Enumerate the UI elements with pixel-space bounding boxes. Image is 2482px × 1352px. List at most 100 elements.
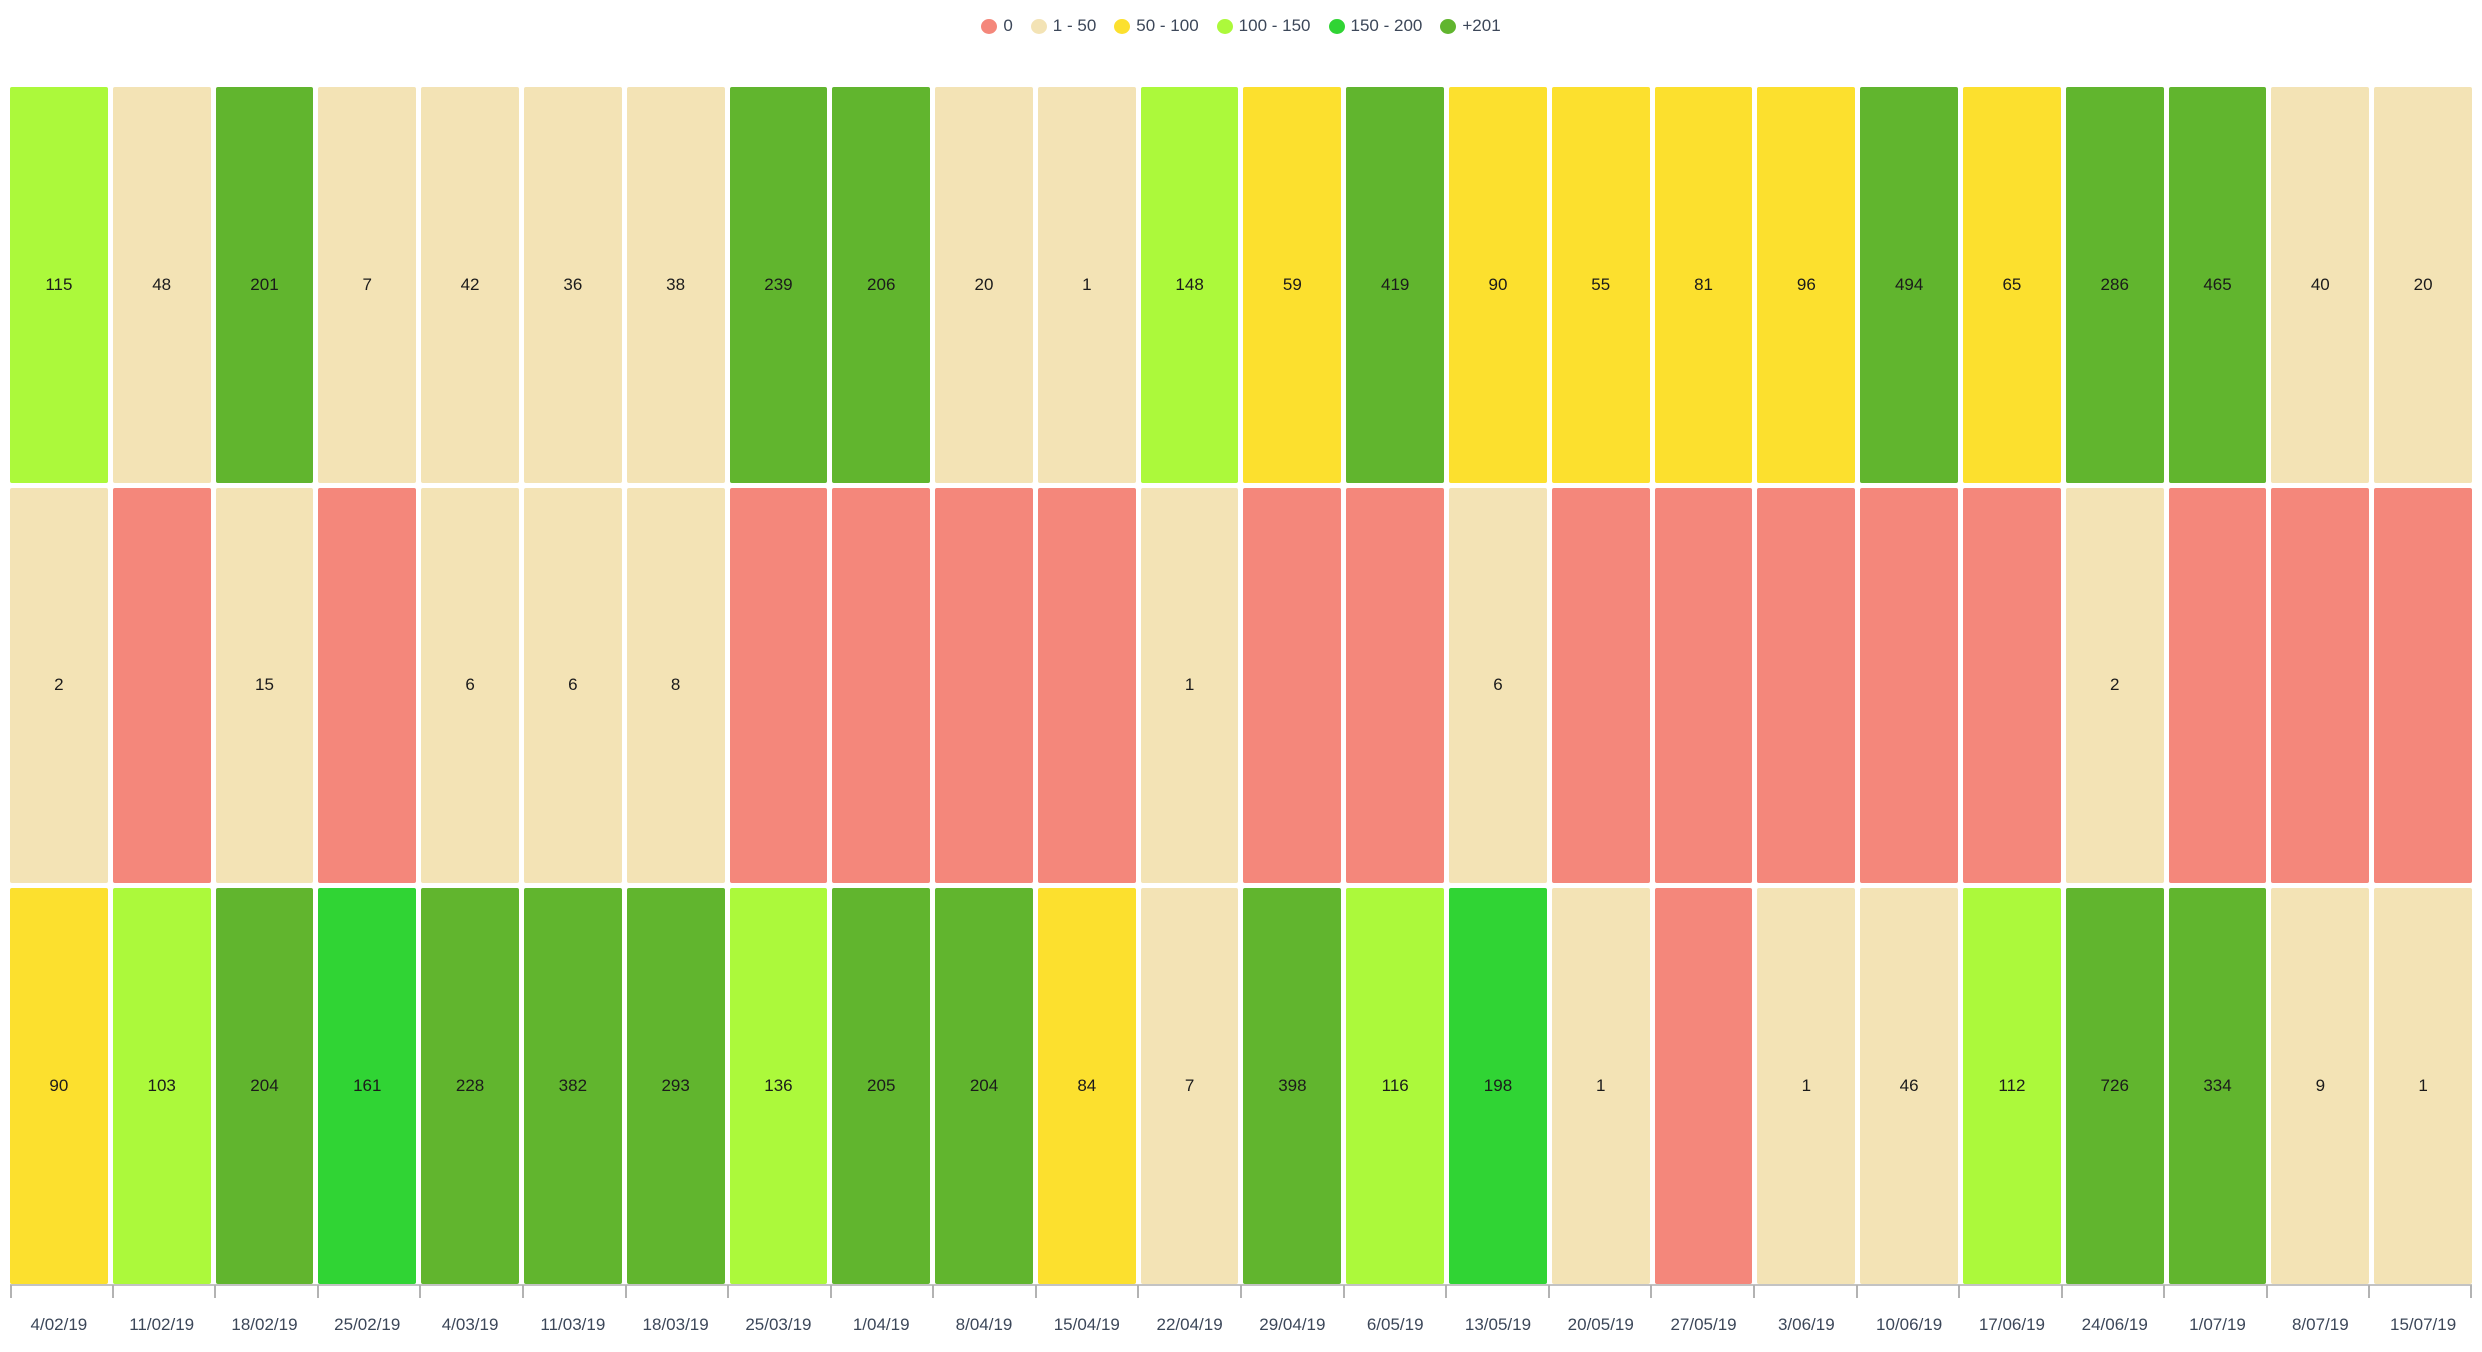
cell-value: 38 <box>666 274 686 294</box>
heatmap-cell[interactable]: 96 <box>1757 87 1856 483</box>
heatmap-cell[interactable]: 48 <box>112 87 211 483</box>
cell-value: 20 <box>2413 274 2433 294</box>
heatmap-cell[interactable]: 7 <box>318 87 417 483</box>
heatmap-cell[interactable]: 206 <box>832 87 931 483</box>
heatmap-cell[interactable]: 20 <box>2374 87 2472 483</box>
cell-value: 465 <box>2203 274 2232 294</box>
heatmap-cell[interactable]: 55 <box>1551 87 1650 483</box>
cell-value: 1 <box>1184 675 1195 695</box>
heatmap-cell[interactable]: 6 <box>523 487 622 884</box>
heatmap-cell[interactable]: 228 <box>421 888 519 1284</box>
heatmap-cell[interactable]: 398 <box>1243 888 1342 1284</box>
cell-value: 1 <box>1082 274 1092 294</box>
heatmap-cell[interactable]: 161 <box>318 888 417 1284</box>
heatmap-cell[interactable] <box>2168 487 2267 884</box>
heatmap-cell[interactable]: 419 <box>1346 87 1445 483</box>
heatmap-cell[interactable]: 382 <box>523 888 622 1284</box>
heatmap-cell[interactable]: 1 <box>2374 888 2472 1284</box>
heatmap-cell[interactable]: 46 <box>1860 888 1959 1284</box>
heatmap-cell[interactable]: 8 <box>626 487 725 884</box>
heatmap-cell[interactable]: 15 <box>215 487 314 884</box>
heatmap-cell[interactable] <box>2374 487 2472 884</box>
heatmap-cell[interactable] <box>832 487 931 884</box>
heatmap-cell[interactable]: 65 <box>1963 87 2061 483</box>
heatmap-cell[interactable]: 7 <box>1140 888 1239 1284</box>
heatmap-cell[interactable]: 38 <box>626 87 725 483</box>
axis-tick <box>10 1285 12 1298</box>
heatmap-cell[interactable]: 115 <box>10 87 108 483</box>
heatmap-cell[interactable]: 112 <box>1963 888 2061 1284</box>
legend-item[interactable]: 0 <box>981 16 1013 36</box>
heatmap-cell[interactable] <box>2271 487 2370 884</box>
cell-value: 204 <box>250 1076 279 1096</box>
heatmap-cell[interactable] <box>1963 487 2061 884</box>
legend-item[interactable]: 150 - 200 <box>1328 16 1423 36</box>
heatmap-cell[interactable]: 42 <box>421 87 519 483</box>
heatmap-cell[interactable]: 84 <box>1037 888 1136 1284</box>
heatmap-cell[interactable]: 116 <box>1346 888 1445 1284</box>
heatmap-cell[interactable]: 239 <box>729 87 828 483</box>
heatmap-cell[interactable]: 103 <box>112 888 211 1284</box>
heatmap-cell[interactable] <box>1346 487 1445 884</box>
cell-value: 81 <box>1694 274 1714 294</box>
heatmap-cell[interactable]: 40 <box>2271 87 2370 483</box>
heatmap-cell[interactable]: 726 <box>2065 888 2164 1284</box>
heatmap-cell[interactable]: 201 <box>215 87 314 483</box>
heatmap-cell[interactable]: 6 <box>1449 487 1547 884</box>
legend-item[interactable]: +201 <box>1440 16 1501 36</box>
axis-tick <box>727 1285 730 1298</box>
cell-value: 6 <box>465 675 475 695</box>
heatmap-cell[interactable]: 2 <box>2065 487 2164 884</box>
heatmap-cell[interactable] <box>1757 487 1856 884</box>
heatmap-cell[interactable]: 204 <box>215 888 314 1284</box>
axis-tick <box>2163 1285 2166 1298</box>
heatmap-cell[interactable]: 59 <box>1243 87 1342 483</box>
heatmap-cell[interactable]: 90 <box>10 888 108 1284</box>
heatmap-cell[interactable]: 286 <box>2065 87 2164 483</box>
x-axis-label: 10/06/19 <box>1876 1315 1943 1334</box>
heatmap-cell[interactable]: 1 <box>1037 87 1136 483</box>
heatmap-cell[interactable]: 205 <box>832 888 931 1284</box>
axis-tick <box>111 1285 114 1298</box>
heatmap-cell[interactable]: 81 <box>1654 87 1753 483</box>
heatmap-cell[interactable]: 1 <box>1757 888 1856 1284</box>
heatmap-cell[interactable]: 465 <box>2168 87 2267 483</box>
cell-value: 201 <box>250 274 279 294</box>
heatmap-cell[interactable]: 148 <box>1140 87 1239 483</box>
heatmap-cell[interactable] <box>1551 487 1650 884</box>
heatmap-cell[interactable]: 90 <box>1449 87 1547 483</box>
heatmap-cell[interactable]: 293 <box>626 888 725 1284</box>
heatmap-cell[interactable] <box>1037 487 1136 884</box>
legend-item-label: 150 - 200 <box>1350 16 1423 35</box>
cell-value: 494 <box>1894 274 1924 294</box>
heatmap-cell[interactable]: 36 <box>523 87 622 483</box>
cell-value: 1 <box>1801 1076 1812 1096</box>
heatmap-cell[interactable] <box>112 487 211 884</box>
heatmap-cell[interactable]: 198 <box>1449 888 1547 1284</box>
heatmap-cell[interactable]: 494 <box>1860 87 1959 483</box>
x-axis <box>10 1284 2472 1299</box>
heatmap-cell[interactable]: 1 <box>1551 888 1650 1284</box>
heatmap-cell[interactable]: 136 <box>729 888 828 1284</box>
legend-item[interactable]: 1 - 50 <box>1030 16 1096 36</box>
cell-value: 15 <box>255 675 274 695</box>
heatmap-cell[interactable]: 334 <box>2168 888 2267 1284</box>
heatmap-cell[interactable]: 6 <box>421 487 519 884</box>
heatmap-cell[interactable] <box>1654 888 1753 1284</box>
heatmap-cell[interactable] <box>1860 487 1959 884</box>
heatmap-cell[interactable]: 9 <box>2271 888 2370 1284</box>
cell-value: 136 <box>764 1076 793 1096</box>
heatmap-cell[interactable]: 20 <box>935 87 1033 483</box>
legend-item[interactable]: 50 - 100 <box>1114 16 1199 36</box>
legend-item[interactable]: 100 - 150 <box>1216 16 1311 36</box>
heatmap-cell[interactable] <box>935 487 1033 884</box>
cell-value: 198 <box>1483 1076 1513 1096</box>
heatmap-cell[interactable]: 2 <box>10 487 108 884</box>
heatmap-cell[interactable] <box>1243 487 1342 884</box>
heatmap-cell[interactable] <box>1654 487 1753 884</box>
heatmap-cell[interactable]: 1 <box>1140 487 1239 884</box>
heatmap-cell[interactable] <box>729 487 828 884</box>
cell-value: 103 <box>147 1076 176 1096</box>
heatmap-cell[interactable]: 204 <box>935 888 1033 1284</box>
heatmap-cell[interactable] <box>318 487 417 884</box>
